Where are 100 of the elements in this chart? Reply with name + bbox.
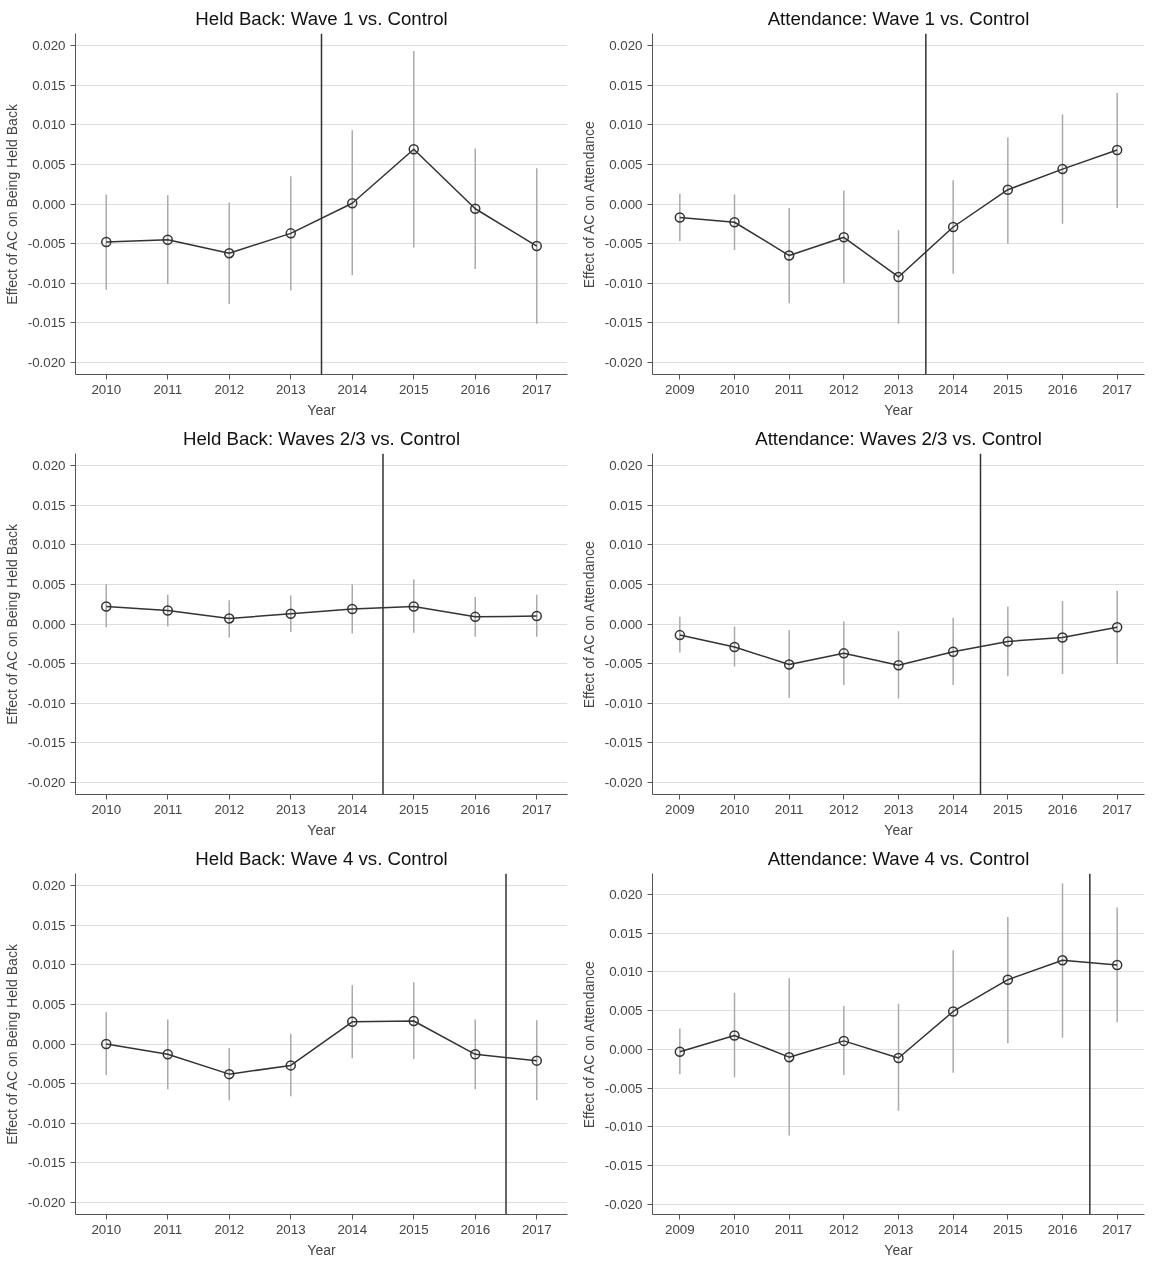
x-tick-label: 2017 [521,381,552,397]
x-tick-label: 2013 [275,801,306,817]
y-tick-label: 0.015 [32,77,66,93]
x-tick-label: 2016 [1047,381,1078,397]
y-tick-label: 0.005 [609,576,643,592]
y-axis-title: Effect of AC on Being Held Back [3,103,20,305]
y-tick-label: -0.010 [27,275,66,291]
y-tick-label: -0.015 [27,735,66,751]
x-tick-label: 2011 [153,801,183,817]
x-tick-label: 2016 [460,801,491,817]
x-tick-label: 2017 [521,1221,552,1237]
y-tick-label: -0.020 [27,355,66,371]
x-axis-title: Year [307,401,336,418]
y-tick-label: 0.020 [32,457,66,473]
x-tick-label: 2011 [774,1221,804,1237]
x-tick-label: 2014 [938,381,969,397]
x-tick-label: 2012 [829,1221,859,1237]
y-tick-label: -0.020 [27,775,66,791]
y-tick-label: -0.010 [604,275,643,291]
x-tick-label: 2010 [719,1221,750,1237]
x-tick-label: 2017 [1102,1221,1132,1237]
y-tick-label: -0.010 [27,1115,66,1131]
x-tick-label: 2017 [1102,381,1132,397]
y-axis-title: Effect of AC on Attendance [580,961,597,1129]
y-tick-label: 0.000 [609,616,643,632]
x-tick-label: 2013 [883,381,914,397]
x-tick-label: 2014 [337,1221,368,1237]
x-tick-label: 2009 [665,381,695,397]
y-tick-label: 0.005 [609,156,643,172]
x-tick-label: 2016 [460,381,491,397]
y-tick-label: -0.005 [27,1076,66,1092]
x-tick-label: 2010 [91,801,122,817]
x-tick-label: 2012 [214,381,245,397]
y-tick-label: -0.005 [604,656,643,672]
x-tick-label: 2016 [1047,1221,1078,1237]
x-tick-label: 2014 [337,381,368,397]
y-axis-title: Effect of AC on Being Held Back [3,523,20,725]
x-axis-title: Year [307,1241,336,1258]
x-tick-label: 2012 [214,801,245,817]
chart-title: Held Back: Waves 2/3 vs. Control [182,427,461,449]
y-tick-label: -0.010 [604,1119,643,1135]
y-tick-label: 0.000 [32,1036,66,1052]
x-tick-label: 2013 [275,1221,306,1237]
y-tick-label: -0.005 [27,656,66,672]
y-tick-label: -0.010 [604,695,643,711]
y-tick-label: 0.020 [32,37,66,53]
x-tick-label: 2010 [719,801,750,817]
x-tick-label: 2011 [153,381,183,397]
y-tick-label: -0.020 [604,1196,643,1212]
y-tick-label: 0.010 [609,537,643,553]
y-tick-label: 0.000 [32,196,66,212]
chart-title: Attendance: Wave 4 vs. Control [767,847,1030,869]
y-axis-title: Effect of AC on Attendance [580,541,597,709]
y-tick-label: -0.015 [27,1155,66,1171]
y-tick-label: -0.015 [604,1158,643,1174]
y-axis-title: Effect of AC on Attendance [580,121,597,289]
y-tick-label: 0.010 [609,964,643,980]
x-tick-label: 2011 [774,381,804,397]
y-tick-label: -0.015 [27,315,66,331]
x-tick-label: 2015 [993,801,1023,817]
y-tick-label: 0.010 [32,957,66,973]
x-tick-label: 2017 [521,801,552,817]
x-tick-label: 2009 [665,801,695,817]
x-tick-label: 2010 [719,381,750,397]
y-tick-label: -0.005 [27,236,66,252]
chart-title: Attendance: Waves 2/3 vs. Control [755,427,1042,449]
y-tick-label: 0.000 [32,616,66,632]
x-axis-title: Year [307,821,336,838]
chart-title: Held Back: Wave 1 vs. Control [195,7,448,29]
chart-title: Attendance: Wave 1 vs. Control [767,7,1030,29]
y-tick-label: 0.020 [609,457,643,473]
y-tick-label: -0.005 [604,1080,643,1096]
x-tick-label: 2011 [774,801,804,817]
y-tick-label: -0.010 [27,695,66,711]
x-tick-label: 2014 [337,801,368,817]
y-tick-label: 0.010 [32,537,66,553]
y-tick-label: 0.015 [32,917,66,933]
x-tick-label: 2010 [91,1221,122,1237]
y-tick-label: -0.005 [604,236,643,252]
chart-title: Held Back: Wave 4 vs. Control [195,847,448,869]
x-tick-label: 2013 [275,381,306,397]
x-tick-label: 2013 [883,801,914,817]
x-tick-label: 2012 [829,801,859,817]
y-tick-label: -0.020 [604,355,643,371]
x-tick-label: 2009 [665,1221,695,1237]
y-tick-label: 0.015 [609,77,643,93]
x-tick-label: 2012 [829,381,859,397]
y-tick-label: 0.000 [609,196,643,212]
x-tick-label: 2013 [883,1221,914,1237]
y-tick-label: 0.005 [32,576,66,592]
y-tick-label: 0.015 [609,497,643,513]
y-tick-label: 0.020 [609,886,643,902]
x-axis-title: Year [884,401,913,418]
x-tick-label: 2010 [91,381,122,397]
x-axis-title: Year [884,1241,913,1258]
x-tick-label: 2014 [938,801,969,817]
y-tick-label: 0.015 [32,497,66,513]
y-tick-label: 0.010 [32,117,66,133]
x-tick-label: 2015 [993,381,1023,397]
x-tick-label: 2015 [398,1221,429,1237]
